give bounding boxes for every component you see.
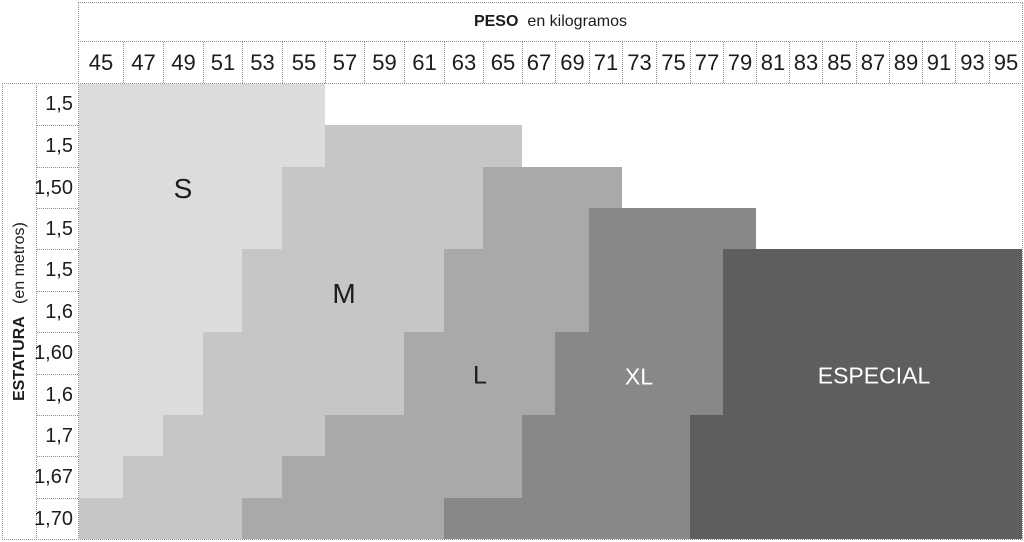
- zone-segment-l: [325, 415, 522, 456]
- weight-header-cell-77: 77: [690, 42, 723, 83]
- zone-segment-especial: [690, 498, 1022, 539]
- zone-segment-xl: [555, 332, 723, 374]
- zone-segment-l: [483, 167, 622, 208]
- weight-header-cell-81: 81: [756, 42, 789, 83]
- weight-header-cell-67: 67: [522, 42, 555, 83]
- height-header-cell-8: 1,7: [37, 415, 78, 456]
- weight-header-cell-69: 69: [555, 42, 589, 83]
- height-header-cell-7: 1,6: [37, 374, 78, 415]
- weight-header-cell-47: 47: [123, 42, 163, 83]
- zone-segment-especial: [723, 291, 1022, 332]
- zone-segment-s: [79, 415, 163, 456]
- zone-segment-l: [404, 374, 555, 415]
- zone-segment-xl: [589, 291, 723, 332]
- zone-segment-s: [79, 167, 282, 208]
- estatura-axis-title-bold: ESTATURA: [10, 316, 28, 401]
- estatura-axis-title-text: ESTATURA (en metros): [11, 222, 29, 401]
- weight-header-cell-45: 45: [88, 49, 114, 75]
- weight-header-cell-59: 59: [364, 42, 404, 83]
- weight-header-cell-89: 89: [889, 42, 922, 83]
- zone-segment-m: [203, 374, 404, 415]
- weight-header-cell-87: 87: [856, 42, 889, 83]
- zone-segment-l: [444, 249, 589, 291]
- zone-label-xl: XL: [624, 363, 654, 390]
- zone-segment-s: [79, 332, 203, 374]
- weight-header-cell-85: 85: [822, 42, 856, 83]
- zone-segment-especial: [690, 415, 1022, 456]
- zone-segment-m: [242, 291, 444, 332]
- estatura-axis-title: ESTATURA (en metros): [2, 83, 37, 540]
- weight-header-cell-71: 71: [589, 42, 622, 83]
- zone-label-especial: ESPECIAL: [817, 362, 931, 389]
- weight-header-cell-53: 53: [242, 42, 282, 83]
- height-header-cell-4: 1,5: [37, 249, 78, 291]
- weight-header-cell-91: 91: [922, 42, 955, 83]
- size-zone-grid: S M L XL ESPECIAL: [78, 83, 1023, 540]
- weight-header-cell-73: 73: [622, 42, 656, 83]
- peso-axis-title: PESO en kilogramos: [78, 2, 1023, 42]
- zone-segment-l: [282, 456, 522, 498]
- zone-label-l: L: [473, 361, 487, 390]
- zone-label-m: M: [332, 278, 356, 309]
- weight-header-cell-95: 95: [989, 42, 1022, 83]
- weight-header-cell-57: 57: [325, 42, 364, 83]
- zone-segment-m: [203, 332, 404, 374]
- height-header-cell-2: 1,50: [34, 167, 78, 208]
- weight-header-cell-49: 49: [163, 42, 203, 83]
- zone-segment-xl: [444, 498, 690, 539]
- zone-segment-s: [79, 291, 242, 332]
- zone-segment-s: [79, 249, 242, 291]
- zone-segment-m: [282, 167, 483, 208]
- zone-segment-xl: [522, 456, 690, 498]
- zone-segment-m: [79, 498, 242, 539]
- estatura-axis-title-units: (en metros): [10, 222, 28, 304]
- height-header-cell-9: 1,67: [34, 456, 78, 498]
- zone-segment-l: [242, 498, 444, 539]
- peso-axis-title-bold: PESO: [473, 13, 519, 30]
- weight-header-cell-83: 83: [789, 42, 822, 83]
- zone-segment-especial: [723, 374, 1022, 415]
- zone-segment-s: [79, 374, 203, 415]
- peso-axis-title-units: en kilogramos: [527, 13, 628, 30]
- zone-segment-l: [404, 332, 555, 374]
- zone-segment-s: [79, 456, 123, 498]
- zone-segment-m: [325, 125, 522, 167]
- zone-segment-s: [79, 84, 325, 125]
- weight-header-cell-79: 79: [723, 42, 756, 83]
- weight-header-cell-75: 75: [656, 42, 690, 83]
- zone-segment-m: [123, 456, 282, 498]
- zone-segment-s: [79, 125, 325, 167]
- zone-segment-l: [444, 291, 589, 332]
- weight-header-cell-51: 51: [203, 42, 242, 83]
- heights-column: 1,5 1,5 1,50 1,5 1,5 1,6 1,60 1,6 1,7 1,67 1,70: [34, 83, 79, 540]
- height-header-cell-6: 1,60: [34, 332, 78, 374]
- height-header-cell-0: 1,5: [45, 93, 73, 115]
- zone-segment-l: [483, 208, 589, 249]
- height-header-cell-5: 1,6: [37, 291, 78, 332]
- height-header-cell-1: 1,5: [37, 125, 78, 167]
- height-header-cell-10: 1,70: [34, 498, 78, 539]
- zone-segment-m: [242, 249, 444, 291]
- zone-segment-xl: [555, 374, 723, 415]
- weight-header-cell-65: 65: [483, 42, 522, 83]
- zone-label-s: S: [173, 173, 193, 204]
- weight-header-cell-61: 61: [404, 42, 444, 83]
- height-header-cell-3: 1,5: [37, 208, 78, 249]
- zone-segment-especial: [723, 249, 1022, 291]
- zone-segment-m: [282, 208, 483, 249]
- zone-segment-xl: [589, 249, 723, 291]
- zone-segment-m: [163, 415, 325, 456]
- weight-header-cell-63: 63: [444, 42, 483, 83]
- weight-header-cell-55: 55: [282, 42, 325, 83]
- zone-segment-especial: [723, 332, 1022, 374]
- weight-header-cell-93: 93: [955, 42, 989, 83]
- zone-segment-especial: [690, 456, 1022, 498]
- zone-segment-s: [79, 208, 282, 249]
- weights-header-row: 45 47 49 51 53 55 57 59 61 63 65 67 69 71 73 75 77 79 81 83…: [78, 41, 1023, 84]
- zone-segment-xl: [589, 208, 756, 249]
- zone-segment-xl: [522, 415, 690, 456]
